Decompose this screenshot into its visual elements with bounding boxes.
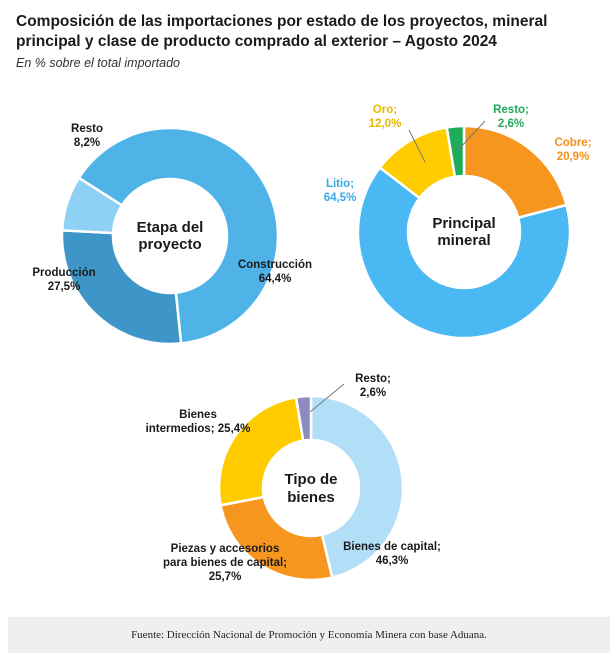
slice-litio — [356, 165, 572, 340]
label-cobre: Cobre; 20,9% — [554, 137, 591, 163]
leader-line-resto — [457, 120, 486, 151]
slice-produccion — [60, 229, 183, 346]
label-construccion: Construcción 64,4% — [238, 259, 312, 285]
slice-cobre — [462, 124, 569, 220]
center-label-principal-mineral-1: Principal — [432, 215, 495, 232]
label-produccion: Producción 27,5% — [32, 267, 95, 293]
slice-construccion — [77, 126, 280, 345]
label-piezas-y-accesorios-para-bienes-de-capital: Piezas y accesorios para bienes de capita… — [163, 543, 287, 583]
slice-bienes-intermedios — [217, 395, 305, 507]
slice-resto — [445, 124, 466, 179]
leader-line-resto — [309, 383, 345, 413]
label-bienes-intermedios: Bienes intermedios; 25,4% — [146, 409, 251, 435]
slice-resto — [60, 176, 124, 235]
donut-charts: Construcción 64,4% Producción 27,5% Resto 8,2… — [32, 104, 592, 583]
source-footer: Fuente: Dirección Nacional de Promoción … — [8, 617, 610, 653]
donut-chart-etapa-del-proyecto: Construcción 64,4% Producción 27,5% Resto 8,2… — [32, 123, 312, 346]
label-oro: Oro; 12,0% — [369, 104, 402, 130]
leader-line-oro — [408, 129, 426, 163]
label-litio: Litio; 64,5% — [324, 178, 357, 204]
slice-resto — [294, 394, 313, 443]
chart-subtitle: En % sobre el total importado — [16, 56, 180, 70]
center-label-etapa-del-proyecto-1: Etapa del — [137, 219, 204, 236]
label-resto: Resto 8,2% — [71, 123, 103, 149]
center-label-tipo-de-bienes-1: Tipo de — [284, 471, 337, 488]
source-text: Fuente: Dirección Nacional de Promoción … — [131, 629, 487, 641]
center-label-principal-mineral-2: mineral — [437, 232, 490, 249]
label-resto: Resto; 2,6% — [355, 373, 391, 399]
chart-title: Composición de las importaciones por est… — [16, 13, 548, 50]
slice-piezas-y-accesorios-para-bienes-de-capital — [219, 495, 334, 582]
center-label-tipo-de-bienes-2: bienes — [287, 489, 335, 506]
label-bienes-de-capital: Bienes de capital; 46,3% — [343, 541, 441, 567]
donut-chart-tipo-de-bienes: Bienes de capital; 46,3% Piezas y accesori… — [146, 373, 441, 583]
center-label-etapa-del-proyecto-2: proyecto — [138, 236, 201, 253]
donut-chart-principal-mineral: Cobre; 20,9% Litio; 64,5% Oro; 12,0% Resto; 2,6… — [324, 104, 592, 340]
slice-bienes-de-capital — [309, 394, 405, 580]
label-resto: Resto; 2,6% — [493, 104, 529, 130]
